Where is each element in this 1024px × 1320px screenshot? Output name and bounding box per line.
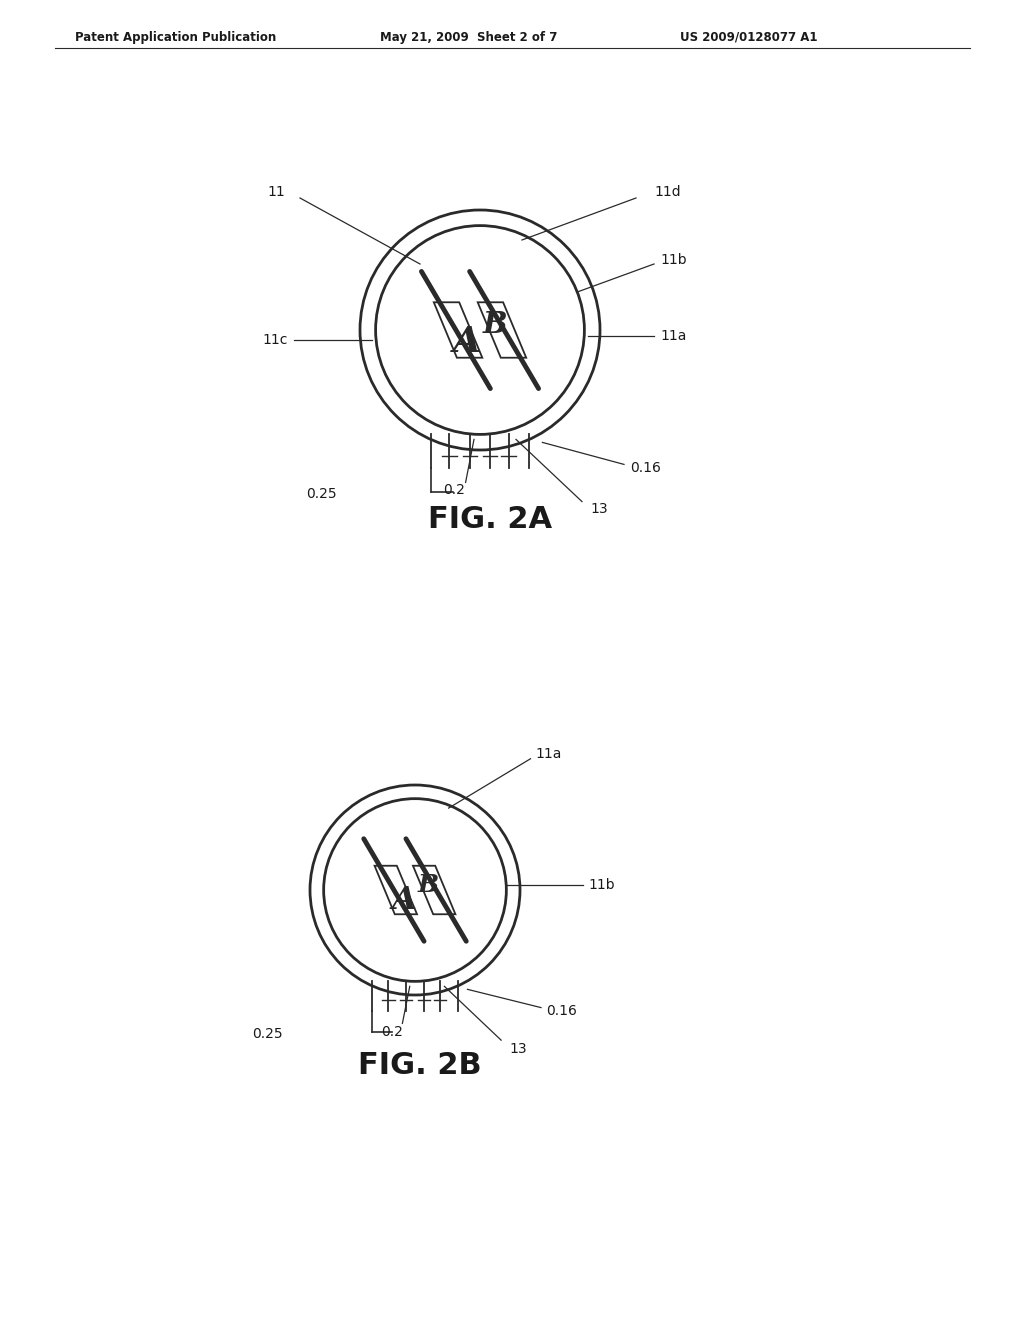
Text: 0.16: 0.16 [546,1003,578,1018]
Text: 11a: 11a [536,747,562,760]
Text: Patent Application Publication: Patent Application Publication [75,30,276,44]
Text: 11: 11 [267,185,285,199]
Text: A: A [453,325,481,359]
Text: FIG. 2A: FIG. 2A [428,506,552,535]
Text: May 21, 2009  Sheet 2 of 7: May 21, 2009 Sheet 2 of 7 [380,30,557,44]
Text: 0.2: 0.2 [381,1024,402,1039]
Text: 0.25: 0.25 [306,487,337,502]
Text: 11b: 11b [660,253,687,268]
Text: 11c: 11c [262,333,288,347]
Text: 0.16: 0.16 [630,461,660,475]
Text: A: A [391,884,416,916]
Text: B: B [482,310,507,339]
Text: 13: 13 [510,1041,527,1056]
Text: 11d: 11d [654,185,681,199]
Text: US 2009/0128077 A1: US 2009/0128077 A1 [680,30,817,44]
Text: 0.2: 0.2 [442,483,465,496]
Text: 11b: 11b [588,878,614,892]
Text: 11a: 11a [660,329,686,343]
Text: 13: 13 [591,502,608,516]
Text: B: B [418,873,438,898]
Text: 0.25: 0.25 [252,1027,283,1041]
Text: FIG. 2B: FIG. 2B [358,1051,482,1080]
